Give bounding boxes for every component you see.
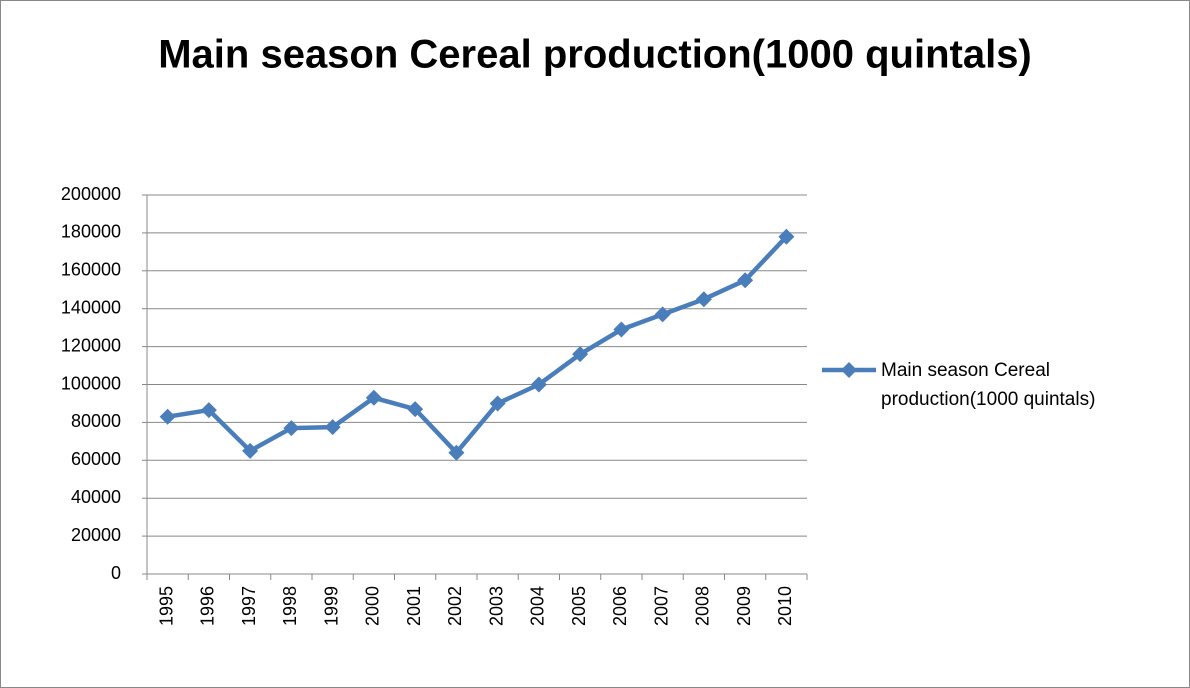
y-tick-label: 40000 [71, 487, 121, 507]
y-tick-label: 80000 [71, 411, 121, 431]
x-tick-label: 2006 [610, 586, 630, 626]
y-tick-label: 140000 [61, 297, 121, 317]
data-point [324, 419, 341, 436]
x-tick-label: 1999 [321, 586, 341, 626]
x-tick-label: 2008 [693, 586, 713, 626]
series-line [167, 235, 789, 455]
x-tick-label: 1995 [156, 586, 176, 626]
x-tick-label: 1996 [198, 586, 218, 626]
legend-label: Main season Cereal production(1000 quint… [881, 360, 1096, 410]
y-tick-label: 200000 [61, 184, 121, 204]
data-point [448, 444, 465, 461]
y-tick-label: 100000 [61, 373, 121, 393]
y-tick-label: 160000 [61, 260, 121, 280]
x-tick-label: 2010 [775, 586, 795, 626]
y-tick-label: 60000 [71, 449, 121, 469]
data-point [613, 321, 630, 338]
x-tick-label: 2007 [651, 586, 671, 626]
x-tick-label: 2002 [445, 586, 465, 626]
x-tick-label: 2003 [486, 586, 506, 626]
x-tick-label: 2005 [569, 586, 589, 626]
data-point [200, 402, 217, 419]
data-point [654, 306, 671, 323]
x-tick-label: 1998 [280, 586, 300, 626]
data-point [407, 401, 424, 418]
data-point [242, 442, 259, 459]
legend-marker [841, 362, 857, 378]
data-point [159, 408, 176, 425]
y-tick-label: 180000 [61, 222, 121, 242]
y-tick-label: 20000 [71, 525, 121, 545]
x-tick-label: 2004 [528, 586, 548, 626]
data-point [283, 420, 300, 437]
data-point [572, 346, 589, 363]
data-point [695, 291, 712, 308]
chart-title: Main season Cereal production(1000 quint… [158, 33, 1032, 77]
data-point [489, 395, 506, 412]
x-tick-label: 2001 [404, 586, 424, 626]
x-tick-label: 2009 [734, 586, 754, 626]
x-tick-label: 2000 [363, 586, 383, 626]
y-tick-label: 0 [111, 563, 121, 583]
data-point [365, 389, 382, 406]
data-point [737, 272, 754, 289]
data-point [778, 228, 795, 245]
y-tick-label: 120000 [61, 335, 121, 355]
x-tick-label: 1997 [239, 586, 259, 626]
data-point [530, 376, 547, 393]
